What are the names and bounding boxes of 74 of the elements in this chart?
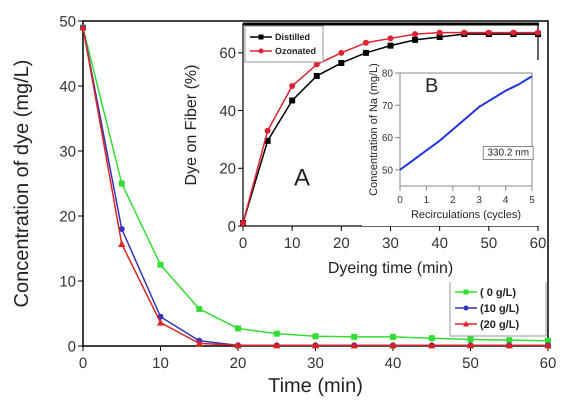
point xyxy=(362,40,369,46)
point xyxy=(196,306,202,312)
y-tick-label: 20 xyxy=(59,208,76,226)
y-tick-label: 50 xyxy=(59,13,76,30)
point xyxy=(289,97,296,104)
x-tick-label: 60 xyxy=(530,235,546,252)
point xyxy=(338,50,344,56)
x-axis-title: Time (min) xyxy=(268,375,363,397)
y-tick-label: 40 xyxy=(59,78,76,96)
x-tick-label: 10 xyxy=(152,355,169,372)
point xyxy=(388,42,394,49)
y-tick-label: 60 xyxy=(219,45,236,62)
y-tick-label: 20 xyxy=(219,160,236,178)
x-tick-label: 60 xyxy=(540,355,556,372)
point xyxy=(264,128,271,134)
y-tick-label: 50 xyxy=(382,165,394,176)
annotation: 330.2 nm xyxy=(487,147,530,158)
point xyxy=(158,262,164,268)
x-tick-label: 20 xyxy=(332,235,350,252)
x-tick-label: 50 xyxy=(462,355,479,372)
y-tick-label: 10 xyxy=(59,273,76,290)
legend-label: ( 0 g/L) xyxy=(480,286,516,299)
point xyxy=(338,60,344,66)
point xyxy=(412,36,418,43)
x-tick-label: 4 xyxy=(502,195,509,206)
point xyxy=(118,180,125,186)
x-axis-title: Dyeing time (min) xyxy=(328,260,454,277)
x-tick-label: 20 xyxy=(230,355,246,372)
point xyxy=(412,31,418,38)
x-tick-label: 40 xyxy=(431,235,448,252)
x-tick-label: 0 xyxy=(238,235,248,252)
point xyxy=(468,336,474,342)
point xyxy=(235,325,241,332)
annotation: B xyxy=(425,75,438,98)
point xyxy=(118,240,126,247)
point xyxy=(289,83,296,90)
annotation: A xyxy=(294,164,310,192)
x-tick-label: 1 xyxy=(424,195,430,206)
point xyxy=(390,334,396,340)
point xyxy=(428,335,435,342)
x-tick-label: 2 xyxy=(450,195,456,206)
x-tick-label: 3 xyxy=(476,195,482,206)
x-tick-label: 30 xyxy=(307,355,324,372)
point xyxy=(388,35,394,42)
point xyxy=(274,330,280,337)
y-tick-label: 30 xyxy=(59,143,76,160)
point xyxy=(351,334,358,340)
y-axis-title: Dye on Fiber (%) xyxy=(183,64,200,186)
y-tick-label: 0 xyxy=(68,338,76,356)
y-tick-label: 80 xyxy=(382,68,394,80)
y-axis-title: Concentration of dye (mg/L) xyxy=(11,60,33,308)
point xyxy=(506,337,512,344)
point xyxy=(362,50,369,56)
point xyxy=(314,72,320,79)
y-tick-label: 0 xyxy=(228,218,236,236)
legend-label: Distilled xyxy=(275,32,310,42)
y-tick-label: 70 xyxy=(382,100,394,112)
line-series xyxy=(399,75,533,171)
y-axis-title: Concentration of Na (mg/L) xyxy=(368,63,380,196)
y-tick-label: 40 xyxy=(219,102,236,120)
x-tick-label: 10 xyxy=(284,235,301,252)
point xyxy=(312,333,318,340)
x-tick-label: 0 xyxy=(78,355,88,372)
x-axis-title: Recirculations (cycles) xyxy=(410,209,522,221)
legend-label: (20 g/L) xyxy=(480,318,520,331)
point xyxy=(156,318,164,326)
x-tick-label: 5 xyxy=(529,195,536,206)
y-tick-label: 60 xyxy=(382,133,394,144)
x-tick-label: 50 xyxy=(480,235,498,252)
point xyxy=(196,340,203,346)
x-tick-label: 0 xyxy=(397,195,404,206)
point xyxy=(436,30,443,36)
legend-label: (10 g/L) xyxy=(480,302,520,315)
legend-label: Ozonated xyxy=(275,46,316,56)
